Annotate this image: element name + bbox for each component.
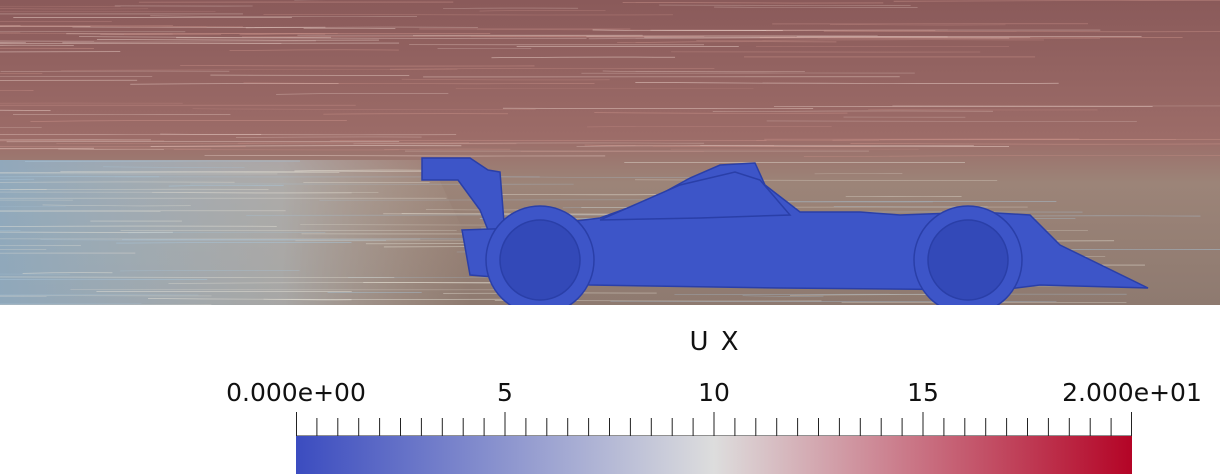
streamline — [0, 109, 51, 111]
streamline — [0, 47, 94, 49]
streamline — [401, 78, 610, 81]
streamline — [0, 102, 183, 104]
colorbar-tick-label: 15 — [907, 378, 939, 407]
race-car — [421, 157, 1149, 305]
streamline — [116, 242, 352, 244]
streamline — [0, 51, 121, 53]
streamline — [0, 8, 149, 10]
streamline — [128, 231, 326, 234]
streamline — [150, 15, 417, 18]
cockpit — [599, 171, 792, 221]
streamline — [0, 147, 94, 149]
streamline — [168, 185, 284, 187]
streamline — [120, 270, 300, 272]
streamline — [0, 199, 73, 201]
front-wheel-rim — [927, 219, 1009, 301]
streamline — [502, 107, 814, 109]
streamline — [42, 204, 191, 207]
streamline — [148, 298, 517, 300]
streamline — [276, 93, 449, 95]
streamline — [0, 26, 207, 28]
streamline — [0, 294, 199, 296]
streamline — [150, 145, 462, 147]
streamline — [0, 31, 186, 33]
streamline — [0, 40, 316, 42]
streamline — [235, 136, 422, 138]
streamline — [263, 298, 352, 301]
streamline — [61, 69, 458, 71]
streamline — [0, 5, 121, 7]
streamline — [40, 239, 387, 241]
streamline — [0, 273, 70, 275]
streamline — [850, 142, 1220, 145]
streamline — [152, 191, 352, 194]
colorbar-tick-label: 5 — [497, 378, 513, 407]
streamline — [229, 49, 399, 51]
streamline — [617, 41, 837, 43]
streamline — [0, 31, 21, 33]
streamline — [204, 155, 606, 157]
colorbar — [296, 412, 1132, 474]
colorbar-min-label: 0.000e+00 — [226, 378, 366, 407]
streamline — [124, 33, 491, 35]
streamline — [587, 126, 832, 128]
streamline — [823, 30, 1220, 33]
streamline — [243, 82, 595, 85]
streamline — [0, 73, 43, 74]
streamline — [594, 112, 848, 114]
streamline — [491, 56, 676, 59]
streamline — [602, 70, 805, 73]
streamline — [742, 295, 824, 297]
streamline — [0, 295, 47, 297]
streamline — [10, 188, 269, 191]
streamline — [245, 26, 478, 29]
streamline — [0, 295, 212, 297]
streamline — [817, 37, 1101, 39]
wake-region — [0, 160, 470, 305]
streamline — [103, 166, 245, 168]
rear-wheel-rim — [499, 219, 581, 301]
streamline — [263, 14, 673, 16]
colorbar-title: U X — [689, 327, 741, 357]
streamline — [696, 39, 1044, 42]
streamline — [479, 10, 606, 12]
streamline — [576, 145, 974, 147]
streamline — [893, 0, 1220, 2]
flow-visualization-viewport — [0, 0, 1220, 305]
colorbar-max-label: 2.000e+01 — [1062, 378, 1202, 407]
streamline — [592, 29, 783, 32]
streamline — [0, 225, 277, 227]
streamline — [832, 139, 1176, 141]
streamline — [635, 82, 1059, 84]
streamline — [0, 41, 95, 42]
streamline — [56, 143, 517, 145]
streamline — [0, 211, 161, 213]
colorbar-gradient — [296, 436, 1132, 474]
streamline — [830, 23, 1006, 26]
streamline — [22, 272, 113, 274]
streamline — [30, 120, 347, 122]
streamline — [0, 146, 246, 148]
streamline — [192, 108, 536, 110]
colorbar-tick-label: 10 — [698, 378, 730, 407]
streamline — [389, 68, 715, 70]
streamline — [635, 179, 998, 181]
streamline — [714, 6, 918, 8]
streamline — [803, 155, 1220, 157]
streamline — [384, 148, 511, 150]
streamline — [0, 249, 47, 250]
streamline — [0, 276, 395, 278]
streamline — [96, 39, 379, 41]
streamline — [78, 36, 332, 38]
streamline — [239, 33, 326, 36]
streamline — [674, 293, 1127, 295]
streamline — [353, 142, 705, 145]
streamline — [498, 193, 657, 196]
streamline — [712, 110, 994, 113]
streamline — [425, 209, 524, 211]
streamline — [60, 170, 465, 173]
streamline — [0, 181, 235, 183]
streamline — [237, 142, 470, 144]
